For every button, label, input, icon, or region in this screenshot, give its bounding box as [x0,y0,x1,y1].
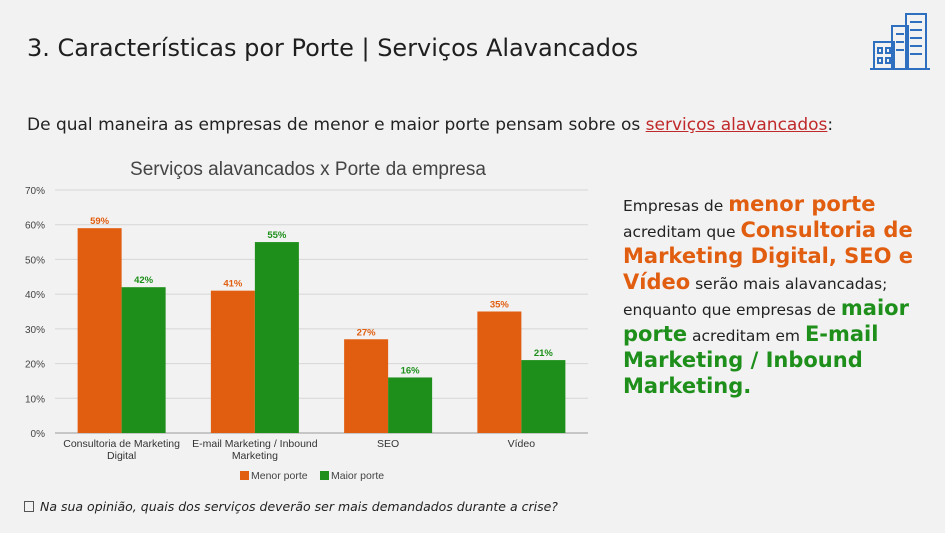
question-prefix: De qual maneira as empresas de menor e m… [27,115,646,135]
y-tick-label: 0% [31,429,46,440]
x-tick-label: Digital [107,450,136,462]
footer-text: Na sua opinião, quais dos serviços dever… [40,499,558,514]
buildings-icon [870,13,930,70]
data-label: 42% [134,275,154,286]
side-text-2: acreditam que [623,223,741,241]
side-highlight-services-maior: E-mail Marketing / Inbound Marketing. [623,322,879,398]
chart-title: Serviços alavancados x Porte da empresa [130,159,486,180]
question-highlight: serviços alavancados [645,115,828,135]
side-highlight-services-menor: Consultoria de Marketing Digital, SEO e … [623,218,914,294]
data-label: 16% [401,365,421,376]
data-label: 21% [534,348,554,359]
side-text-3: serão mais alavancadas; enquanto que emp… [623,275,888,319]
legend-swatch [320,471,329,480]
bar [388,377,433,433]
y-tick-label: 60% [25,221,45,232]
x-tick-label: E-mail Marketing / Inbound [192,438,318,450]
data-label: 27% [357,327,377,338]
data-label: 41% [223,279,243,290]
question-text: De qual maneira as empresas de menor e m… [27,115,833,135]
y-tick-label: 30% [25,325,45,336]
y-tick-label: 10% [25,394,45,405]
side-text-4: acreditam em [687,327,805,345]
bar [254,242,299,433]
legend-label: Maior porte [331,470,384,482]
bar-chart: Serviços alavancados x Porte da empresa 0… [25,159,588,482]
side-highlight-maior-porte: maior porte [623,296,909,346]
side-highlight-menor-porte: menor porte [728,192,876,216]
x-tick-label: SEO [377,438,399,450]
bar [210,290,255,433]
x-tick-label: Vídeo [508,438,536,450]
legend-swatch [240,471,249,480]
bar [477,311,522,433]
page-title: 3. Características por Porte | Serviços … [27,34,639,62]
x-tick-label: Marketing [232,450,278,462]
x-tick-label: Consultoria de Marketing [63,438,180,450]
side-text-1: Empresas de [623,197,729,215]
y-tick-label: 70% [25,186,45,197]
footer-question: Na sua opinião, quais dos serviços dever… [24,499,558,514]
question-suffix: : [827,115,834,135]
y-tick-label: 40% [25,290,45,301]
bar [521,360,566,433]
data-label: 35% [490,300,510,311]
bar [77,228,122,433]
bar [344,339,389,433]
data-label: 55% [267,230,287,241]
side-summary: Empresas de menor porte acreditam que Co… [623,192,923,400]
checkbox-icon [24,501,34,512]
y-tick-label: 20% [25,360,45,371]
bar [121,287,166,433]
legend-label: Menor porte [251,470,308,482]
data-label: 59% [90,216,110,227]
y-tick-label: 50% [25,255,45,266]
